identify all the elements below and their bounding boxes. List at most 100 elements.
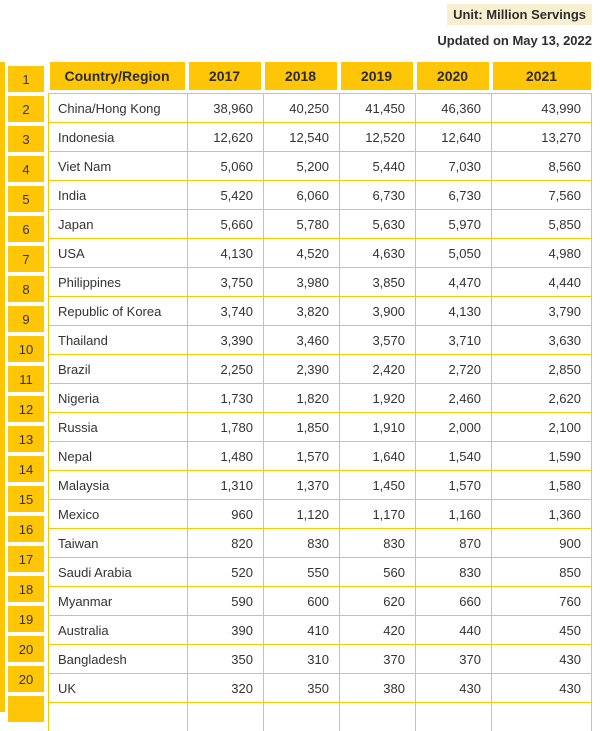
rank-cell: 9 [8, 306, 44, 332]
country-cell: Brazil [49, 355, 187, 383]
value-cell-2018: 310 [264, 645, 339, 673]
value-cell-2017: 1,730 [188, 384, 263, 412]
value-cell-2019: 1,920 [340, 384, 415, 412]
value-cell-2018: 410 [264, 616, 339, 644]
value-cell-2018: 830 [264, 529, 339, 557]
value-cell-2021: 430 [492, 674, 591, 702]
partial-row-cell [49, 703, 187, 731]
rank-cell: 12 [8, 396, 44, 422]
value-cell-2021: 2,620 [492, 384, 591, 412]
partial-row-cell [264, 703, 339, 731]
value-cell-2019: 3,850 [340, 268, 415, 296]
value-cell-2018: 1,120 [264, 500, 339, 528]
column-header-country: Country/Region [49, 62, 185, 90]
value-cell-2019: 3,900 [340, 297, 415, 325]
value-cell-2018: 1,370 [264, 471, 339, 499]
rank-cell: 20 [8, 666, 44, 692]
country-cell: Australia [49, 616, 187, 644]
value-cell-2019: 1,910 [340, 413, 415, 441]
value-cell-2021: 3,790 [492, 297, 591, 325]
rank-cell: 10 [8, 336, 44, 362]
rank-cell: 18 [8, 576, 44, 602]
value-cell-2021: 1,580 [492, 471, 591, 499]
value-cell-2018: 3,820 [264, 297, 339, 325]
country-cell: Nepal [49, 442, 187, 470]
value-cell-2021: 43,990 [492, 94, 591, 122]
value-cell-2019: 6,730 [340, 181, 415, 209]
value-cell-2018: 1,570 [264, 442, 339, 470]
value-cell-2019: 420 [340, 616, 415, 644]
value-cell-2021: 760 [492, 587, 591, 615]
value-cell-2019: 560 [340, 558, 415, 586]
column-header-2020: 2020 [416, 62, 489, 90]
country-cell: Republic of Korea [49, 297, 187, 325]
country-cell: Taiwan [49, 529, 187, 557]
value-cell-2019: 1,450 [340, 471, 415, 499]
rank-cell: 14 [8, 456, 44, 482]
value-cell-2018: 5,200 [264, 152, 339, 180]
value-cell-2018: 600 [264, 587, 339, 615]
country-cell: Viet Nam [49, 152, 187, 180]
value-cell-2020: 5,970 [416, 210, 491, 238]
value-cell-2021: 4,980 [492, 239, 591, 267]
value-cell-2021: 3,630 [492, 326, 591, 354]
country-cell: China/Hong Kong [49, 94, 187, 122]
value-cell-2018: 1,850 [264, 413, 339, 441]
rank-cell: 15 [8, 486, 44, 512]
value-cell-2017: 5,420 [188, 181, 263, 209]
value-cell-2020: 5,050 [416, 239, 491, 267]
value-cell-2020: 2,460 [416, 384, 491, 412]
rank-cell: 4 [8, 156, 44, 182]
column-header-2018: 2018 [264, 62, 337, 90]
value-cell-2021: 8,560 [492, 152, 591, 180]
value-cell-2017: 390 [188, 616, 263, 644]
value-cell-2020: 430 [416, 674, 491, 702]
country-cell: UK [49, 674, 187, 702]
updated-date-label: Updated on May 13, 2022 [437, 33, 592, 48]
value-cell-2020: 870 [416, 529, 491, 557]
column-header-2021: 2021 [492, 62, 591, 90]
value-cell-2021: 5,850 [492, 210, 591, 238]
value-cell-2021: 430 [492, 645, 591, 673]
value-cell-2021: 13,270 [492, 123, 591, 151]
value-cell-2017: 1,780 [188, 413, 263, 441]
value-cell-2017: 3,390 [188, 326, 263, 354]
value-cell-2017: 820 [188, 529, 263, 557]
value-cell-2021: 450 [492, 616, 591, 644]
value-cell-2021: 1,360 [492, 500, 591, 528]
value-cell-2018: 550 [264, 558, 339, 586]
country-cell: USA [49, 239, 187, 267]
value-cell-2017: 3,750 [188, 268, 263, 296]
value-cell-2017: 12,620 [188, 123, 263, 151]
value-cell-2018: 350 [264, 674, 339, 702]
value-cell-2021: 2,850 [492, 355, 591, 383]
value-cell-2017: 1,480 [188, 442, 263, 470]
rank-cell: 3 [8, 126, 44, 152]
value-cell-2019: 620 [340, 587, 415, 615]
value-cell-2019: 5,630 [340, 210, 415, 238]
country-cell: Indonesia [49, 123, 187, 151]
value-cell-2018: 3,460 [264, 326, 339, 354]
value-cell-2019: 12,520 [340, 123, 415, 151]
value-cell-2021: 1,590 [492, 442, 591, 470]
table-body: China/Hong Kong 38,960 40,250 41,450 46,360 4… [48, 93, 592, 731]
value-cell-2019: 2,420 [340, 355, 415, 383]
value-cell-2020: 6,730 [416, 181, 491, 209]
value-cell-2017: 5,660 [188, 210, 263, 238]
value-cell-2021: 2,100 [492, 413, 591, 441]
country-cell: Nigeria [49, 384, 187, 412]
value-cell-2020: 440 [416, 616, 491, 644]
value-cell-2020: 830 [416, 558, 491, 586]
value-cell-2018: 12,540 [264, 123, 339, 151]
value-cell-2017: 350 [188, 645, 263, 673]
value-cell-2017: 520 [188, 558, 263, 586]
value-cell-2019: 41,450 [340, 94, 415, 122]
value-cell-2019: 370 [340, 645, 415, 673]
rank-cell: 11 [8, 366, 44, 392]
value-cell-2020: 12,640 [416, 123, 491, 151]
value-cell-2021: 850 [492, 558, 591, 586]
country-cell: Bangladesh [49, 645, 187, 673]
rank-cell: 2 [8, 96, 44, 122]
rank-cell: 1 [8, 66, 44, 92]
country-cell: Russia [49, 413, 187, 441]
